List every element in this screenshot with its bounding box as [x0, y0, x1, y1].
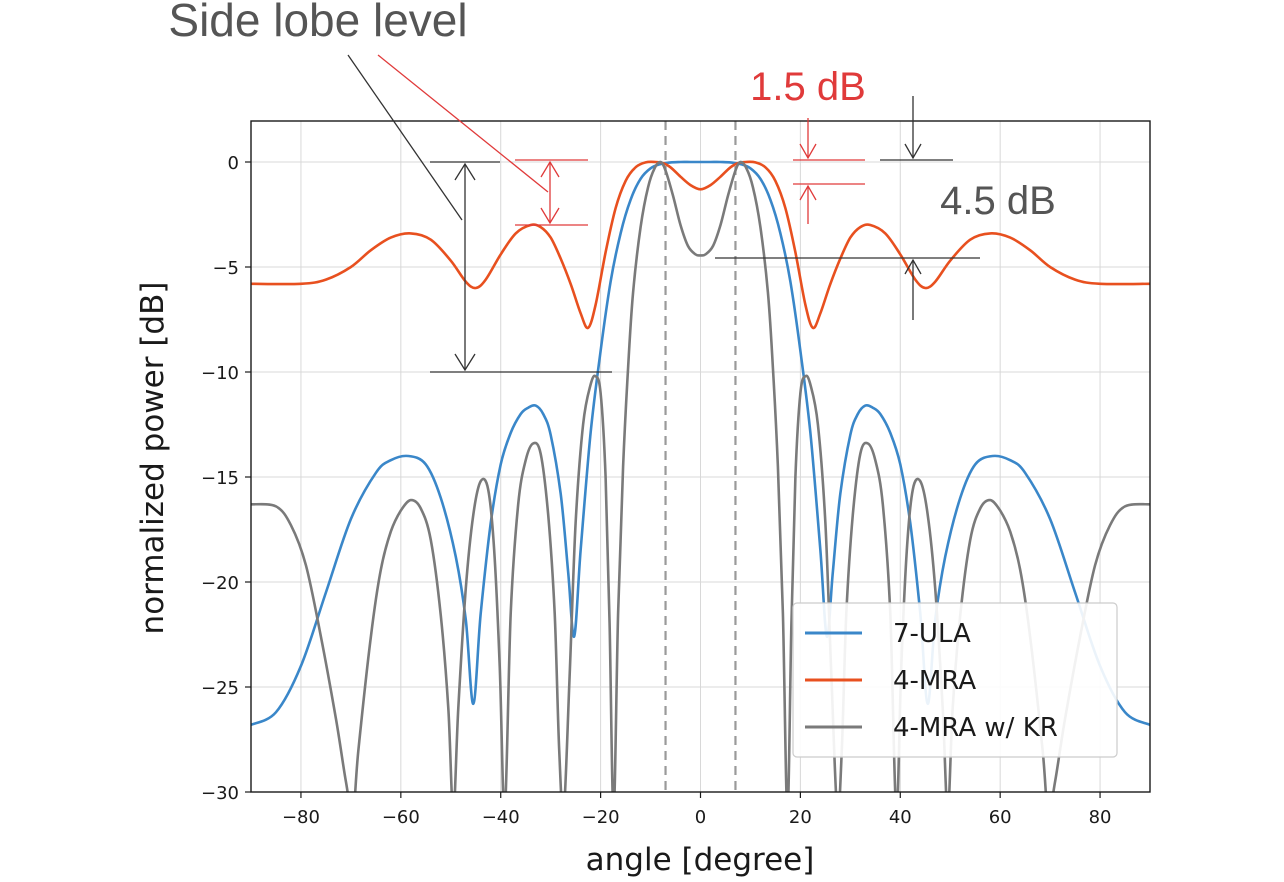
side-lobe-label: Side lobe level — [168, 0, 467, 46]
legend-label-7ula: 7-ULA — [893, 619, 971, 649]
y-tick-label: −20 — [201, 573, 239, 594]
gray-arrowhead-up-icon — [454, 162, 476, 181]
series-line-4mra-kr — [251, 160, 1150, 792]
annotations: Side lobe level 1.5 dB 4.5 dB — [168, 0, 1056, 373]
x-tick-label: 40 — [889, 807, 912, 828]
grid — [251, 121, 1150, 793]
x-axis-label: angle [degree] — [586, 842, 815, 878]
y-tick-label: −10 — [201, 363, 239, 384]
x-axis-ticks: −80 −60 −40 −20 0 20 40 60 80 — [282, 792, 1112, 828]
y-axis-label: normalized power [dB] — [135, 282, 171, 635]
x-tick-label: −40 — [482, 807, 520, 828]
x-tick-label: 60 — [989, 807, 1012, 828]
red-arrowhead-down-icon — [540, 207, 560, 225]
y-tick-label: −15 — [201, 468, 239, 489]
gray-db-label: 4.5 dB — [940, 179, 1056, 223]
y-tick-label: −30 — [201, 783, 239, 804]
legend-box — [792, 602, 1118, 758]
y-tick-label: −25 — [201, 678, 239, 699]
gray-db-arrowhead-up-icon — [904, 258, 922, 275]
side-lobe-pointer-red — [377, 54, 549, 193]
x-tick-label: −60 — [382, 807, 420, 828]
legend-label-4mra-kr: 4-MRA w/ KR — [893, 713, 1058, 743]
series-line-4mra — [251, 160, 1150, 330]
x-tick-label: −80 — [282, 807, 320, 828]
red-arrowhead-up-icon — [540, 160, 560, 178]
x-tick-label: 80 — [1089, 807, 1112, 828]
gray-arrowhead-down-icon — [454, 353, 476, 372]
y-tick-label: −5 — [212, 258, 239, 279]
y-axis-ticks: 0 −5 −10 −15 −20 −25 −30 — [201, 153, 251, 804]
red-db-arrowhead-down-icon — [799, 143, 817, 160]
y-tick-label: 0 — [228, 153, 239, 174]
red-db-label: 1.5 dB — [750, 65, 866, 109]
legend: 7-ULA 4-MRA 4-MRA w/ KR — [792, 602, 1118, 758]
reference-lines — [664, 121, 737, 792]
x-tick-label: −20 — [582, 807, 620, 828]
gray-db-arrowhead-down-icon — [904, 143, 922, 160]
red-db-arrowhead-up-icon — [799, 184, 817, 201]
x-tick-label: 20 — [789, 807, 812, 828]
x-tick-label: 0 — [695, 807, 706, 828]
legend-label-4mra: 4-MRA — [893, 666, 976, 696]
side-lobe-pointer-gray — [347, 54, 463, 221]
